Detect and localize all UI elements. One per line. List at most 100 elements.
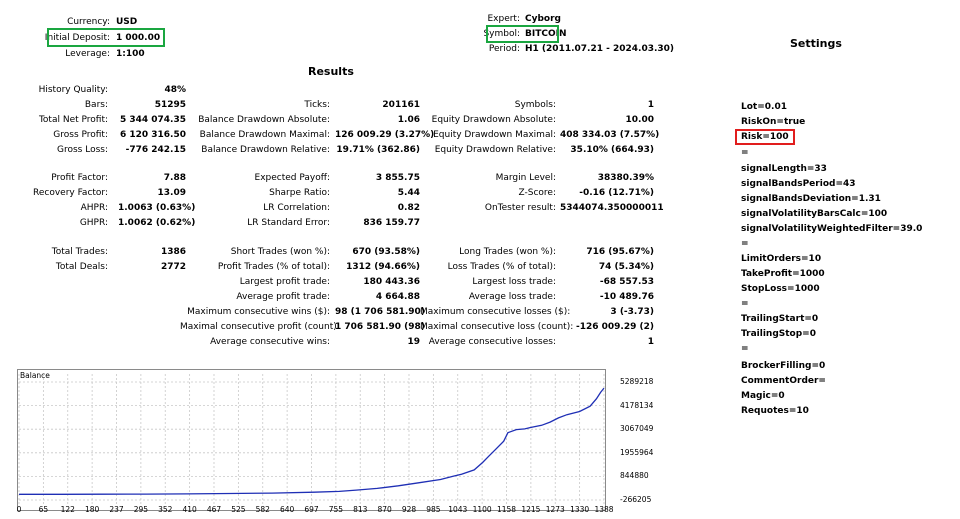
- x-axis-tick-label: 1273: [545, 505, 565, 514]
- lr-std-label: LR Standard Error:: [247, 218, 330, 228]
- max-cons-wins-label: Maximum consecutive wins ($):: [187, 307, 330, 317]
- deposit-highlight-box: [47, 28, 165, 47]
- x-axis-tick-label: 180: [84, 505, 100, 514]
- gross-loss-value: -776 242.15: [125, 145, 186, 155]
- deposit-label: Initial Deposit:: [44, 33, 110, 43]
- balance-dd-abs-label: Balance Drawdown Absolute:: [198, 115, 330, 125]
- gross-loss-label: Gross Loss:: [57, 145, 108, 155]
- max-cons-losses-label: Maximum consecutive losses ($):: [420, 307, 571, 317]
- balance-dd-rel-label: Balance Drawdown Relative:: [201, 145, 330, 155]
- total-deals-label: Total Deals:: [55, 262, 108, 272]
- deposit-value: 1 000.00: [116, 33, 161, 43]
- balance-dd-max-label: Balance Drawdown Maximal:: [199, 130, 330, 140]
- ontester-label: OnTester result:: [484, 203, 556, 213]
- balance-dd-rel-value: 19.71% (362.86): [336, 145, 420, 155]
- y-axis-tick-label: 844880: [620, 471, 649, 481]
- period-value: H1 (2011.07.21 - 2024.03.30): [525, 44, 675, 54]
- x-axis-tick-label: 65: [38, 505, 49, 514]
- max-cons-loss-value: -126 009.29 (2): [575, 322, 654, 332]
- history-quality-label: History Quality:: [38, 85, 108, 95]
- equity-dd-abs-value: 10.00: [625, 115, 654, 125]
- max-cons-losses-value: 3 (-3.73): [610, 307, 654, 317]
- lr-std-value: 836 159.77: [363, 218, 420, 228]
- x-axis-tick-label: 237: [109, 505, 124, 514]
- profit-trades-value: 1312 (94.66%): [346, 262, 420, 272]
- balance-dd-max-value: 126 009.29 (3.27%): [335, 130, 435, 140]
- max-cons-loss-label: Maximal consecutive loss (count):: [420, 322, 574, 332]
- x-axis-tick-label: 295: [133, 505, 149, 514]
- leverage-value: 1:100: [116, 49, 145, 59]
- y-axis-tick-label: 5289218: [620, 377, 654, 386]
- x-axis-tick-label: 1100: [472, 505, 492, 514]
- setting-comment-order: CommentOrder=: [741, 376, 826, 386]
- z-score-label: Z-Score:: [518, 188, 557, 198]
- short-trades-label: Short Trades (won %):: [230, 247, 330, 257]
- x-axis-tick-label: 813: [353, 505, 368, 514]
- setting-brocker-filling: BrockerFilling=0: [741, 361, 826, 371]
- setting-limit-orders: LimitOrders=10: [741, 254, 822, 264]
- results-title: Results: [308, 65, 354, 78]
- x-axis-tick-label: 1043: [448, 505, 468, 514]
- avg-loss-value: -10 489.76: [599, 292, 654, 302]
- setting-lot: Lot=0.01: [741, 102, 787, 112]
- bars-label: Bars:: [84, 100, 108, 110]
- x-axis-tick-label: 122: [60, 505, 75, 514]
- avg-cons-losses-value: 1: [647, 337, 654, 347]
- profit-factor-label: Profit Factor:: [51, 173, 108, 183]
- avg-cons-losses-label: Average consecutive losses:: [428, 337, 556, 347]
- x-axis-tick-label: 1215: [521, 505, 541, 514]
- margin-level-label: Margin Level:: [495, 173, 556, 183]
- setting-separator-4: =: [741, 344, 749, 354]
- profit-trades-label: Profit Trades (% of total):: [217, 262, 330, 272]
- setting-take-profit: TakeProfit=1000: [741, 269, 825, 279]
- largest-loss-value: -68 557.53: [599, 277, 654, 287]
- setting-signal-volatility-filter: signalVolatilityWeightedFilter=39.0: [741, 224, 923, 234]
- setting-trailing-stop: TrailingStop=0: [741, 329, 816, 339]
- y-axis-tick-label: 1955964: [620, 447, 654, 457]
- largest-loss-label: Largest loss trade:: [472, 277, 556, 287]
- bars-value: 51295: [154, 100, 186, 110]
- balance-dd-abs-value: 1.06: [397, 115, 420, 125]
- x-axis-tick-label: 0: [16, 505, 22, 514]
- long-trades-value: 716 (95.67%): [586, 247, 654, 257]
- lr-corr-label: LR Correlation:: [263, 203, 330, 213]
- period-label: Period:: [488, 44, 520, 54]
- currency-value: USD: [116, 17, 138, 27]
- z-score-value: -0.16 (12.71%): [579, 188, 654, 198]
- expert-label: Expert:: [487, 14, 520, 24]
- max-cons-profit-label: Maximal consecutive profit (count):: [180, 322, 340, 332]
- ahpr-label: AHPR:: [80, 203, 108, 213]
- long-trades-label: Long Trades (won %):: [459, 247, 556, 257]
- short-trades-value: 670 (93.58%): [352, 247, 420, 257]
- expert-value: Cyborg: [525, 14, 561, 24]
- lr-corr-value: 0.82: [397, 203, 420, 213]
- setting-signal-length: signalLength=33: [741, 164, 827, 174]
- gross-profit-value: 6 120 316.50: [119, 130, 186, 140]
- x-axis-tick-label: 410: [182, 505, 197, 514]
- margin-level-value: 38380.39%: [597, 173, 654, 183]
- symbols-label: Symbols:: [514, 100, 556, 110]
- sharpe-value: 5.44: [397, 188, 420, 198]
- avg-profit-value: 4 664.88: [375, 292, 420, 302]
- balance-chart: [17, 369, 606, 511]
- x-axis-tick-label: 352: [158, 505, 173, 514]
- ticks-value: 201161: [382, 100, 420, 110]
- setting-separator-1: =: [741, 148, 749, 158]
- recovery-factor-value: 13.09: [157, 188, 186, 198]
- x-axis-tick-label: 985: [426, 505, 441, 514]
- ghpr-value: 1.0062 (0.62%): [118, 218, 196, 228]
- avg-loss-label: Average loss trade:: [468, 292, 556, 302]
- currency-label: Currency:: [67, 17, 110, 27]
- expected-payoff-label: Expected Payoff:: [254, 173, 330, 183]
- total-deals-value: 2772: [160, 262, 186, 272]
- total-trades-label: Total Trades:: [51, 247, 108, 257]
- equity-dd-max-value: 408 334.03 (7.57%): [560, 130, 660, 140]
- chart-title: Balance: [20, 371, 50, 380]
- symbol-value: BITCOIN: [525, 29, 567, 39]
- equity-dd-rel-label: Equity Drawdown Relative:: [434, 145, 556, 155]
- setting-requotes: Requotes=10: [741, 406, 809, 416]
- total-net-profit-label: Total Net Profit:: [38, 115, 108, 125]
- avg-cons-wins-label: Average consecutive wins:: [210, 337, 330, 347]
- setting-risk-on: RiskOn=true: [741, 117, 806, 127]
- sharpe-label: Sharpe Ratio:: [269, 188, 330, 198]
